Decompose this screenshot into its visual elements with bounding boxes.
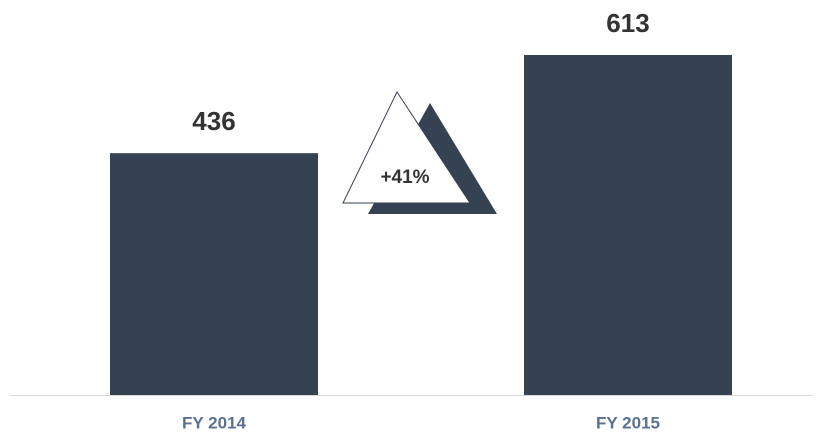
x-tick-label: FY 2014 (182, 413, 247, 432)
x-tick-label: FY 2015 (596, 413, 660, 432)
annotation-triangle (342, 90, 471, 204)
value-label: 436 (192, 106, 235, 136)
bar (110, 153, 318, 395)
annotation-text: +41% (380, 167, 429, 188)
value-label: 613 (606, 8, 649, 38)
bar (524, 55, 732, 395)
